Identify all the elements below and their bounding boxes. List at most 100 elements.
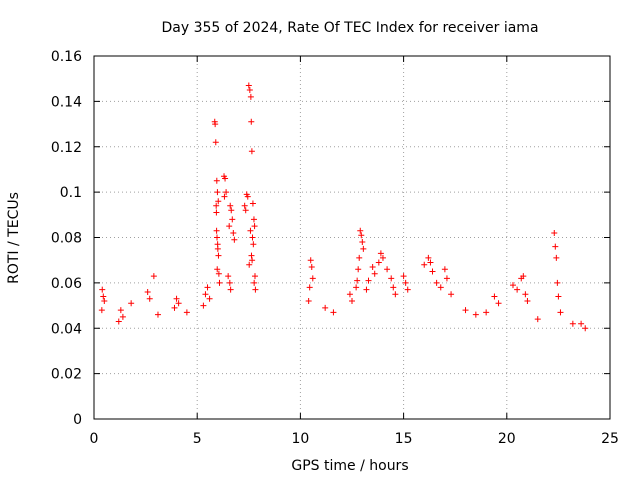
data-point: [245, 82, 252, 89]
data-points: [98, 82, 589, 332]
data-point: [214, 189, 221, 196]
data-point: [216, 279, 223, 286]
data-point: [213, 227, 220, 234]
x-axis-label: GPS time / hours: [291, 458, 408, 474]
y-tick-label: 0.08: [51, 231, 82, 247]
data-point: [363, 286, 370, 293]
data-point: [379, 254, 386, 261]
data-point: [241, 202, 248, 209]
data-point: [483, 309, 490, 316]
data-point: [554, 279, 561, 286]
grid-lines: [94, 56, 610, 419]
data-point: [247, 227, 254, 234]
data-point: [520, 273, 527, 280]
data-point: [441, 266, 448, 273]
data-point: [175, 300, 182, 307]
data-point: [128, 300, 135, 307]
data-point: [215, 198, 222, 205]
data-point: [226, 223, 233, 230]
y-tick-label: 0.06: [51, 276, 82, 292]
data-point: [252, 286, 259, 293]
data-point: [392, 291, 399, 298]
data-point: [250, 216, 257, 223]
plot-frame: [93, 55, 611, 420]
data-point: [309, 275, 316, 282]
data-point: [215, 270, 222, 277]
data-point: [249, 257, 256, 264]
data-point: [437, 284, 444, 291]
data-point: [425, 254, 432, 261]
data-point: [569, 320, 576, 327]
data-point: [212, 121, 219, 128]
x-tick-label: 0: [90, 431, 99, 447]
data-point: [214, 245, 221, 252]
data-point: [251, 223, 258, 230]
data-point: [230, 229, 237, 236]
data-point: [251, 279, 258, 286]
data-point: [524, 298, 531, 305]
y-tick-label: 0.04: [51, 321, 82, 337]
axis-ticks: [93, 55, 611, 420]
data-point: [214, 234, 221, 241]
y-tick-label: 0.1: [60, 185, 82, 201]
data-point: [582, 325, 589, 332]
data-point: [429, 268, 436, 275]
data-point: [226, 279, 233, 286]
data-point: [212, 139, 219, 146]
data-point: [557, 309, 564, 316]
data-point: [553, 254, 560, 261]
data-point: [99, 286, 106, 293]
x-tick-label: 20: [498, 431, 516, 447]
y-tick-label: 0.02: [51, 367, 82, 383]
data-point: [213, 177, 220, 184]
data-point: [578, 320, 585, 327]
data-point: [249, 200, 256, 207]
data-point: [365, 277, 372, 284]
data-point: [427, 259, 434, 266]
data-point: [551, 229, 558, 236]
x-tick-label: 25: [601, 431, 619, 447]
data-point: [231, 236, 238, 243]
data-point: [358, 232, 365, 239]
data-point: [115, 318, 122, 325]
data-point: [330, 309, 337, 316]
data-point: [215, 252, 222, 259]
data-point: [119, 313, 126, 320]
data-point: [443, 275, 450, 282]
y-tick-label: 0.12: [51, 140, 82, 156]
series-points: [98, 82, 589, 332]
data-point: [173, 295, 180, 302]
data-point: [384, 266, 391, 273]
data-point: [433, 279, 440, 286]
data-point: [214, 266, 221, 273]
data-point: [462, 307, 469, 314]
data-point: [248, 252, 255, 259]
data-point: [150, 273, 157, 280]
data-point: [146, 295, 153, 302]
data-point: [305, 298, 312, 305]
data-point: [144, 288, 151, 295]
data-point: [390, 284, 397, 291]
y-tick-label: 0.16: [51, 49, 82, 65]
data-point: [248, 148, 255, 155]
data-point: [357, 227, 364, 234]
data-point: [227, 286, 234, 293]
data-point: [246, 261, 253, 268]
data-point: [377, 250, 384, 257]
data-point: [371, 270, 378, 277]
data-point: [552, 243, 559, 250]
data-point: [171, 304, 178, 311]
data-point: [246, 87, 253, 94]
x-tick-label: 5: [193, 431, 202, 447]
data-point: [522, 291, 529, 298]
data-point: [227, 202, 234, 209]
data-point: [247, 93, 254, 100]
x-tick-label: 10: [291, 431, 309, 447]
data-point: [421, 261, 428, 268]
data-point: [225, 273, 232, 280]
data-point: [322, 304, 329, 311]
y-tick-label: 0.14: [51, 94, 82, 110]
data-point: [346, 291, 353, 298]
data-point: [472, 311, 479, 318]
data-point: [206, 295, 213, 302]
